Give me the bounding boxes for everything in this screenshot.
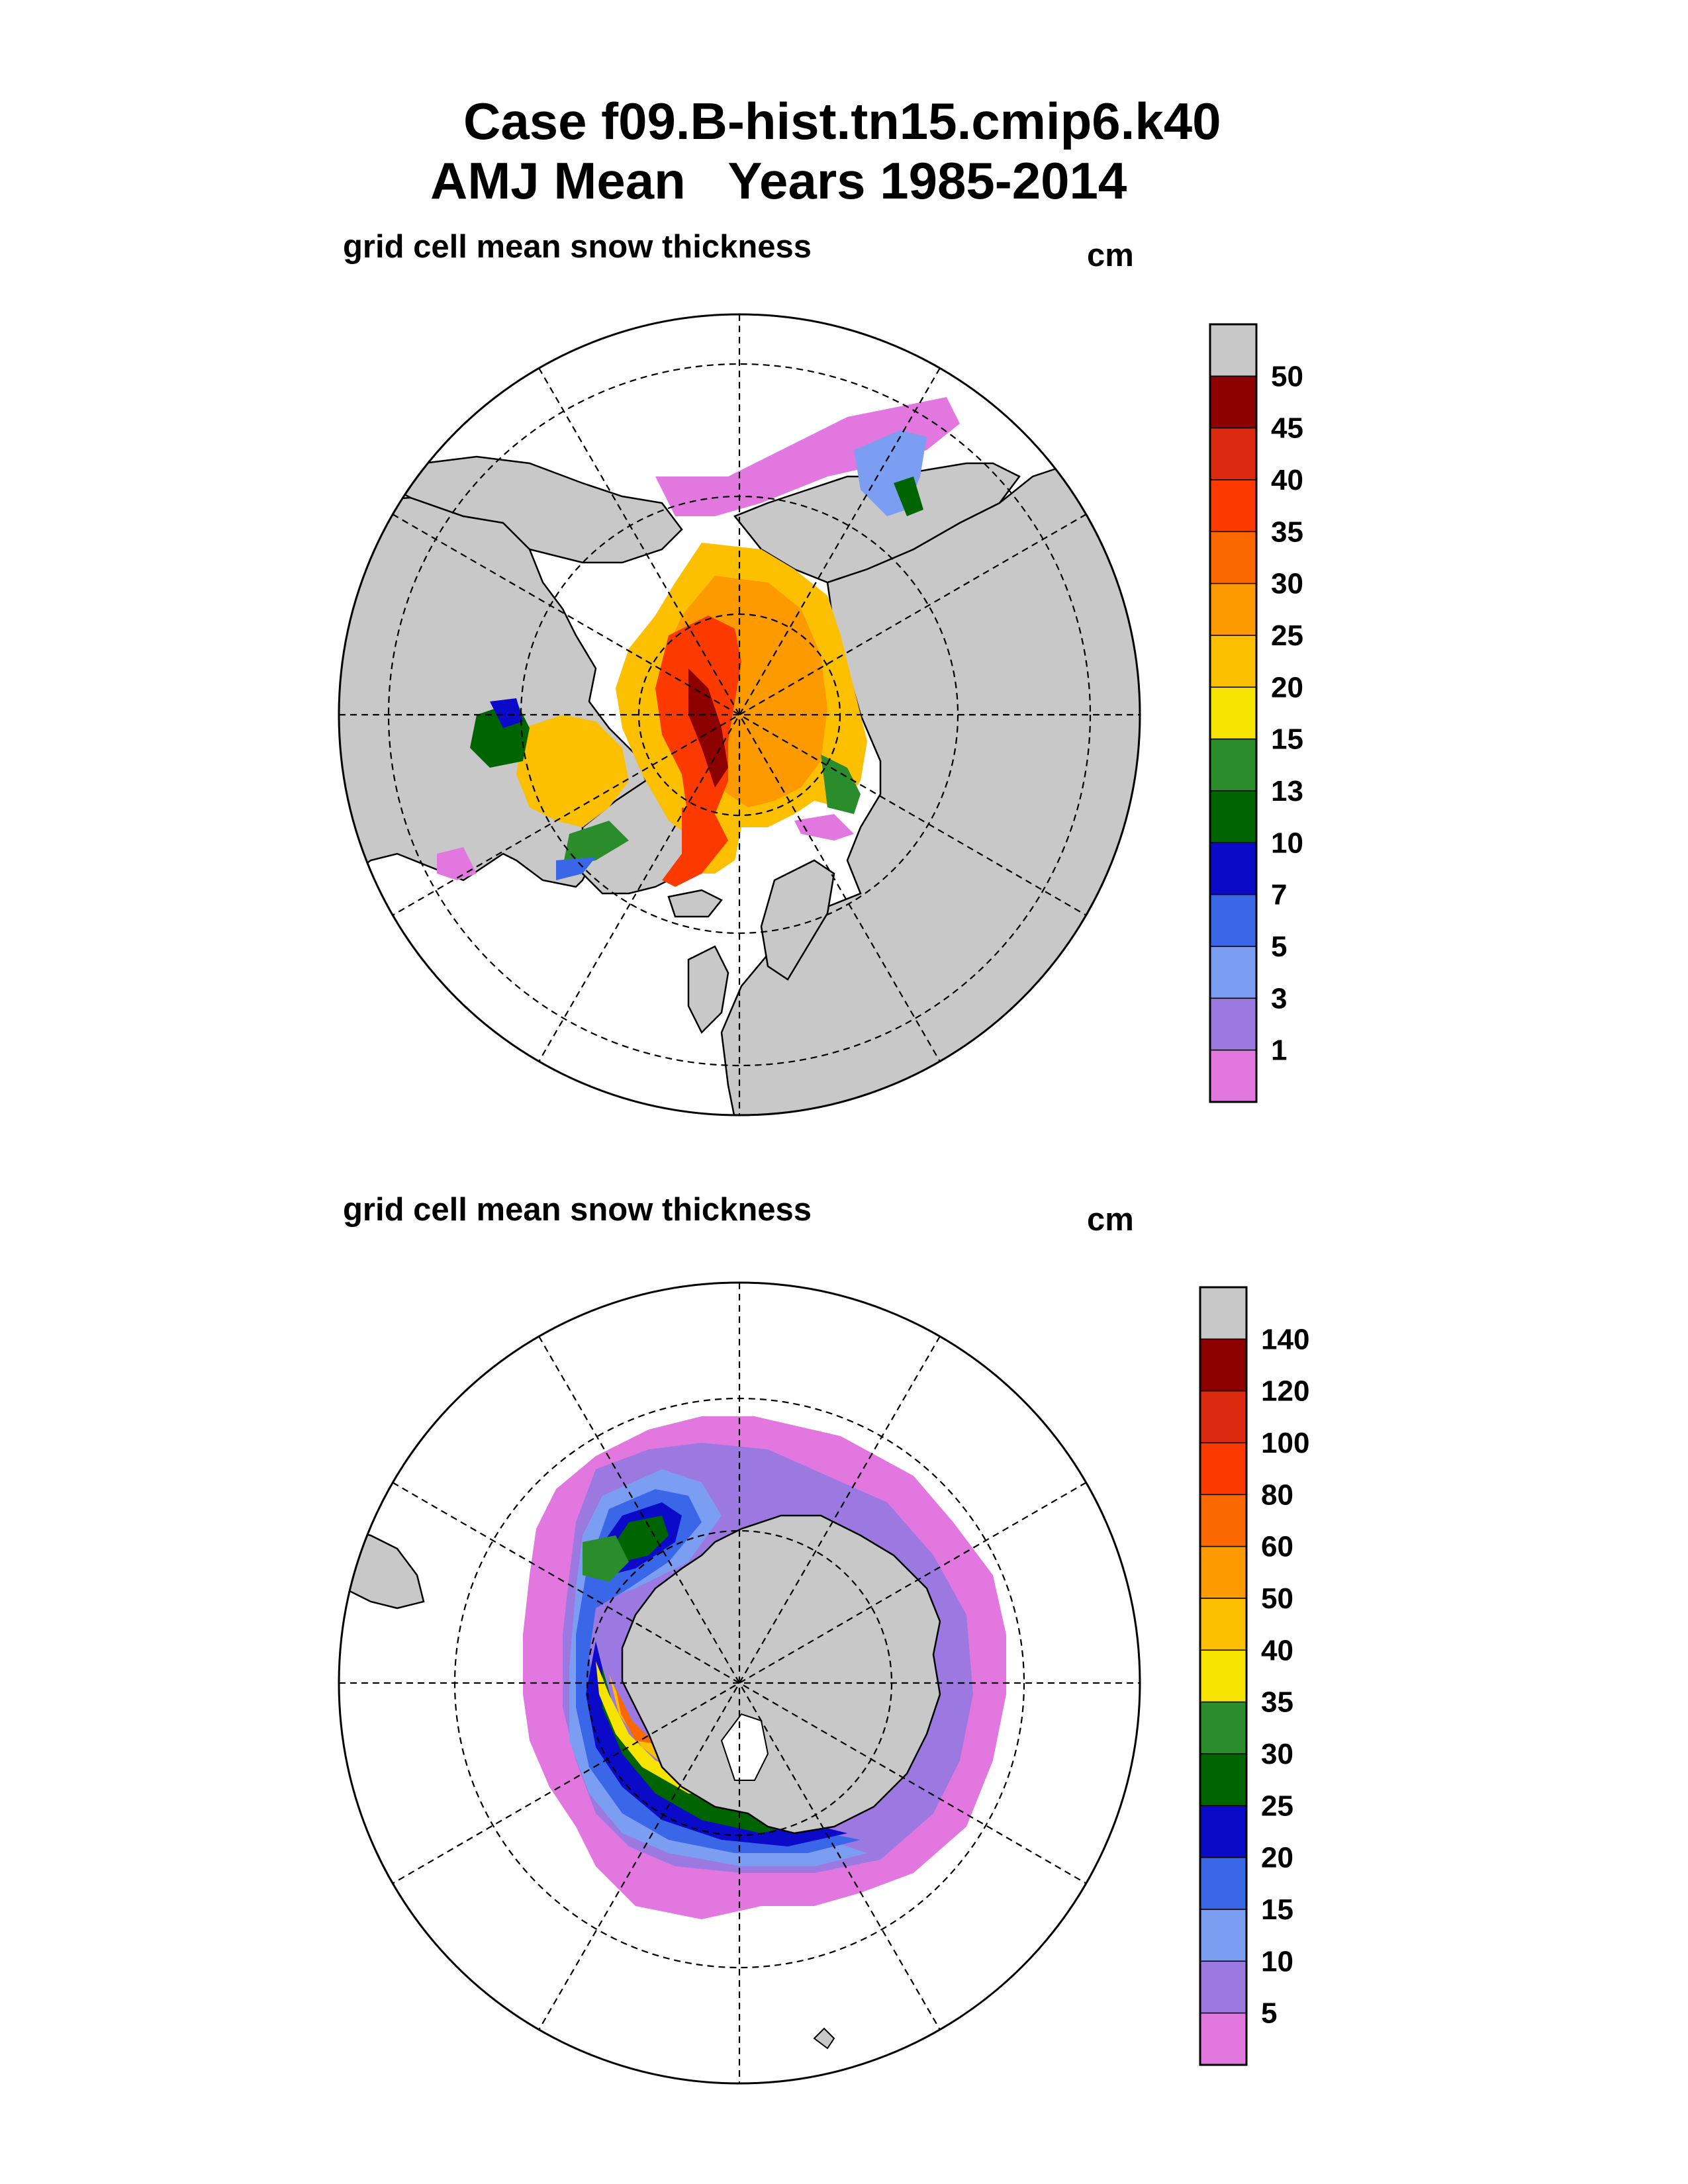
antarctic-map: [338, 1281, 1141, 2085]
arctic-colorbar-label: 7: [1271, 879, 1287, 911]
antarctic-colorbar-box-8: [1199, 1598, 1247, 1651]
arctic-colorbar-box-10: [1209, 531, 1257, 584]
antarctic-colorbar-label: 120: [1261, 1375, 1309, 1408]
top-panel-title: grid cell mean snow thickness: [343, 229, 812, 265]
antarctic-colorbar-label: 50: [1261, 1582, 1293, 1615]
arctic-colorbar-label: 13: [1271, 775, 1303, 807]
antarctic-colorbar-label: 100: [1261, 1427, 1309, 1459]
antarctic-colorbar-box-13: [1199, 1338, 1247, 1392]
antarctic-colorbar-box-5: [1199, 1753, 1247, 1807]
arctic-map-border: [338, 313, 1141, 1116]
arctic-colorbar-box-4: [1209, 842, 1257, 895]
antarctic-colorbar-label: 25: [1261, 1790, 1293, 1822]
arctic-colorbar-label: 30: [1271, 568, 1303, 600]
antarctic-ice-band-20: [576, 1489, 861, 1853]
arctic-colorbar-box-14: [1209, 324, 1257, 377]
antarctic-colorbar-label: 140: [1261, 1323, 1309, 1355]
arctic-colorbar-label: 50: [1271, 360, 1303, 392]
antarctic-ice-band-35: [583, 1535, 761, 1807]
title-case: Case f09.B-hist.tn15.cmip6.k40: [463, 92, 1221, 150]
arctic-colorbar-box-7: [1209, 686, 1257, 740]
arctic-land-alaska: [368, 455, 683, 564]
antarctic-colorbar-box-7: [1199, 1649, 1247, 1703]
antarctic-colorbar-label: 20: [1261, 1842, 1293, 1874]
bottom-panel-title: grid cell mean snow thickness: [343, 1192, 812, 1228]
arctic-colorbar-box-6: [1209, 738, 1257, 792]
antarctic-colorbar-box-12: [1199, 1390, 1247, 1443]
antarctic-colorbar-frame: [1199, 1286, 1248, 2066]
arctic-colorbar-box-5: [1209, 790, 1257, 844]
arctic-colorbar-label: 15: [1271, 723, 1303, 756]
antarctic-colorbar-label: 40: [1261, 1634, 1293, 1666]
arctic-colorbar-label: 20: [1271, 671, 1303, 704]
antarctic-colorbar-box-0: [1199, 2012, 1247, 2066]
arctic-graticule: [339, 314, 1140, 1115]
arctic-colorbar-label: 10: [1271, 827, 1303, 859]
antarctic-colorbar-label: 5: [1261, 1997, 1277, 2030]
arctic-colorbar-box-13: [1209, 375, 1257, 429]
antarctic-colorbar-label: 10: [1261, 1945, 1293, 1978]
antarctic-land-small-island: [813, 2027, 835, 2050]
antarctic-colorbar-box-11: [1199, 1442, 1247, 1496]
arctic-ice-band-13: [894, 477, 923, 516]
arctic-land-scandinavia: [760, 859, 835, 981]
arctic-colorbar-label: 3: [1271, 982, 1287, 1015]
arctic-map: [338, 313, 1141, 1116]
antarctic-graticule: [339, 1283, 1140, 2083]
antarctic-colorbar-label: 15: [1261, 1893, 1293, 1926]
arctic-land-eurasia: [720, 462, 1140, 1115]
arctic-ice-band-labrador: [563, 821, 629, 867]
antarctic-colorbar-label: 35: [1261, 1686, 1293, 1719]
arctic-colorbar-label: 5: [1271, 931, 1287, 963]
arctic-colorbar-label: 25: [1271, 619, 1303, 652]
arctic-colorbar-box-3: [1209, 893, 1257, 947]
antarctic-colorbar-box-1: [1199, 1960, 1247, 2014]
arctic-ice-band-1: [655, 397, 960, 516]
antarctic-ice-band-30: [602, 1516, 814, 1833]
antarctic-colorbar-box-6: [1199, 1701, 1247, 1754]
arctic-ice-band-east-greenland: [662, 807, 728, 887]
arctic-land-siberia: [733, 462, 1021, 584]
arctic-colorbar-box-9: [1209, 582, 1257, 636]
arctic-ice-band-50: [688, 668, 728, 788]
antarctic-colorbar-box-10: [1199, 1494, 1247, 1547]
antarctic-map-border: [338, 1281, 1141, 2085]
top-panel-units: cm: [1087, 238, 1134, 273]
arctic-ice-band-barents: [821, 754, 861, 814]
arctic-land-british-isles: [687, 945, 729, 1034]
antarctic-colorbar-box-2: [1199, 1909, 1247, 1962]
bottom-panel-units: cm: [1087, 1202, 1134, 1238]
arctic-ice-band-labrador-blue: [556, 857, 596, 880]
arctic-colorbar-box-1: [1209, 997, 1257, 1051]
arctic-colorbar-label: 40: [1271, 464, 1303, 496]
arctic-ice-band-hudson-blue: [490, 698, 523, 728]
arctic-colorbar-label: 35: [1271, 516, 1303, 548]
antarctic-colorbar-box-14: [1199, 1287, 1247, 1340]
antarctic-colorbar-box-3: [1199, 1856, 1247, 1910]
antarctic-ice-band-80: [616, 1688, 655, 1744]
arctic-ice-band-barents-pink: [794, 814, 854, 841]
arctic-colorbar-frame: [1209, 323, 1258, 1103]
arctic-colorbar-label: 1: [1271, 1034, 1287, 1067]
arctic-ice-band-hudson: [516, 715, 629, 827]
arctic-colorbar-label: 45: [1271, 412, 1303, 445]
antarctic-colorbar-box-9: [1199, 1545, 1247, 1599]
arctic-colorbar-box-12: [1209, 427, 1257, 480]
antarctic-colorbar-box-4: [1199, 1805, 1247, 1858]
arctic-colorbar-box-8: [1209, 635, 1257, 688]
arctic-colorbar-box-0: [1209, 1049, 1257, 1103]
arctic-colorbar-box-2: [1209, 946, 1257, 999]
antarctic-colorbar-label: 60: [1261, 1531, 1293, 1563]
antarctic-colorbar-label: 80: [1261, 1479, 1293, 1511]
arctic-colorbar-box-11: [1209, 479, 1257, 533]
antarctic-ross-shelf: [720, 1713, 769, 1781]
antarctic-ice-band-40: [596, 1661, 722, 1794]
antarctic-colorbar: 5 10 15 20 25 30 35 40 50 60 80 100 120 140: [1199, 1286, 1309, 2066]
arctic-land-iceland: [667, 889, 723, 918]
antarctic-colorbar-label: 30: [1261, 1738, 1293, 1770]
title-period: AMJ Mean Years 1985-2014: [430, 152, 1127, 210]
